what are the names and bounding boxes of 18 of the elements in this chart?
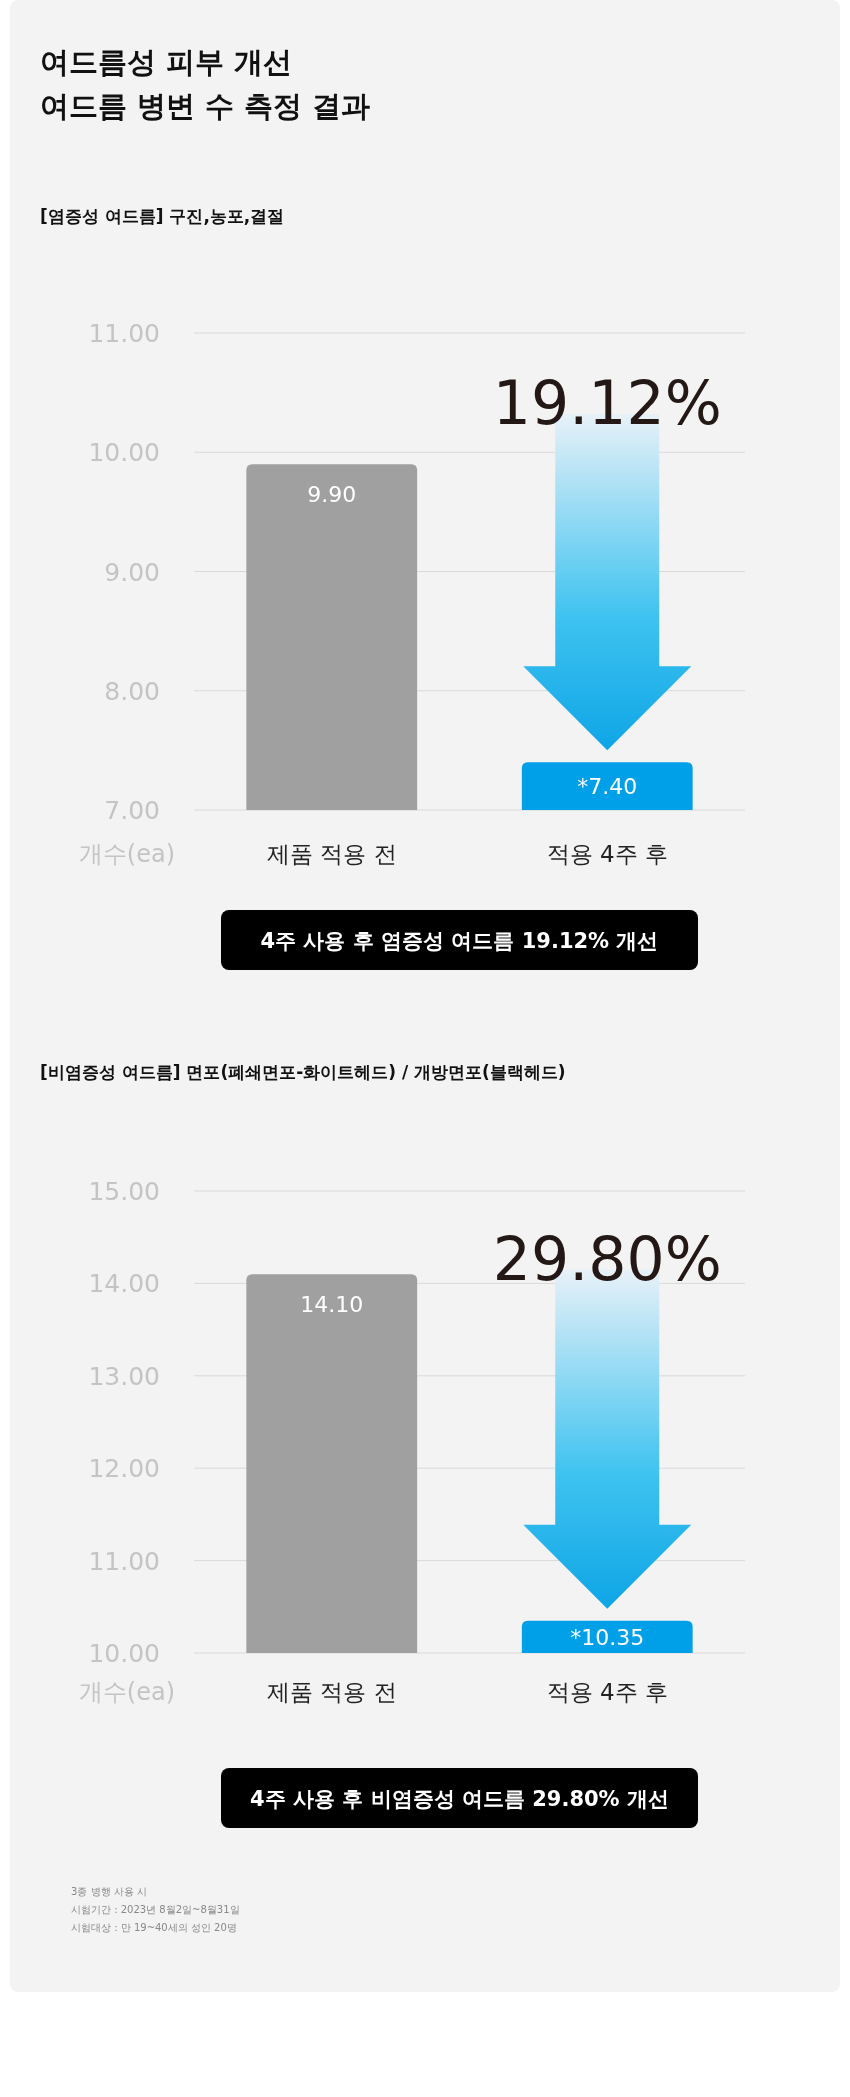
data-label: 14.10 (300, 1292, 364, 1318)
annotation: 29.80% (492, 1223, 722, 1294)
data-label: *10.35 (570, 1624, 645, 1650)
text: 3종 병행 사용 시 (71, 1886, 147, 1897)
chart-subtitle: [염증성 여드름] 구진,농포,결절 (40, 206, 285, 226)
text: 시험기간 : 2023년 8월2일~8월31일 (71, 1904, 240, 1915)
data-label: *7.40 (577, 774, 638, 800)
x-tick-label: 적용 4주 후 (546, 841, 668, 867)
annotation: 19.12% (492, 368, 722, 439)
text: 4주 사용 후 염증성 여드름 19.12% 개선 (260, 929, 659, 953)
x-tick-label: 적용 4주 후 (546, 1679, 668, 1705)
data-label: 9.90 (307, 482, 357, 508)
x-tick-label: 제품 적용 전 (266, 841, 397, 867)
chart-title: [비염증성 여드름] 면포(폐쇄면포-화이트헤드) / 개방면포(블랙헤드) (40, 1062, 566, 1082)
x-tick-label: 제품 적용 전 (266, 1679, 397, 1705)
text: 4주 사용 후 비염증성 여드름 29.80% 개선 (250, 1787, 669, 1811)
chart-title: 여드름성 피부 개선 여드름 병변 수 측정 결과 (40, 45, 371, 123)
text: 시험대상 : 만 19~40세의 성인 20명 (71, 1922, 237, 1933)
